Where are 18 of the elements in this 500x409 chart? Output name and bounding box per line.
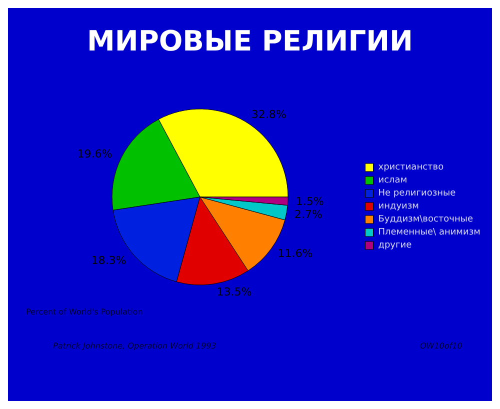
text: OW10of10 [420,342,462,350]
legend-label: Буддизм\восточные [378,214,474,224]
data-label: 2.7% [294,208,322,222]
data-label: 1.5% [296,195,324,208]
data-label: 32.8% [251,108,286,122]
text: Patrick Johnstone, Operation World 1993 [53,342,216,350]
chart-title: МИРОВЫЕ РЕЛИГИИ [87,24,413,58]
text: Percent of World's Population [26,308,143,316]
legend-label: другие [378,240,412,250]
legend-label: Племенные\ анимизм [378,228,480,238]
data-label: 13.5% [216,285,252,298]
legend-label: индуизм [378,202,419,212]
data-label: 11.6% [278,246,313,260]
legend-label: ислам [378,176,408,186]
data-label: 18.3% [91,254,126,268]
legend-label: Не религиозные [378,188,456,198]
legend-label: христианство [378,162,444,172]
data-label: 19.6% [77,147,112,160]
